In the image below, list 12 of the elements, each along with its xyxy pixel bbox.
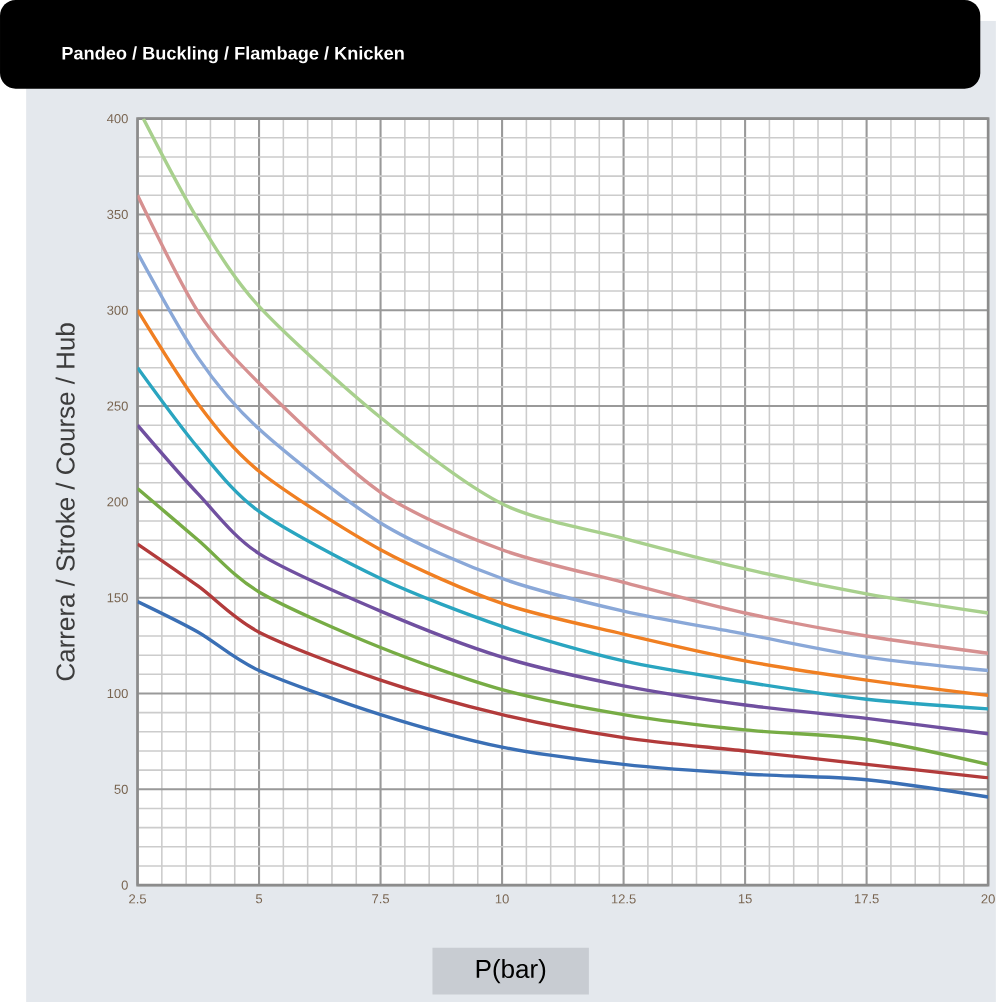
x-axis-title: P(bar) (476, 958, 546, 984)
line-series (137, 365, 989, 711)
line-series (137, 486, 989, 766)
line-series (137, 250, 989, 672)
line-series (137, 308, 989, 697)
line-series (137, 599, 989, 799)
chart-title: Pandeo / Buckling / Flambage / Knicken (62, 46, 404, 64)
line-series (141, 118, 989, 615)
y-axis-title: Carrera / Stroke / Course / Hub (55, 323, 75, 681)
line-series (137, 193, 989, 655)
line-series (137, 542, 989, 780)
line-series (137, 423, 989, 736)
